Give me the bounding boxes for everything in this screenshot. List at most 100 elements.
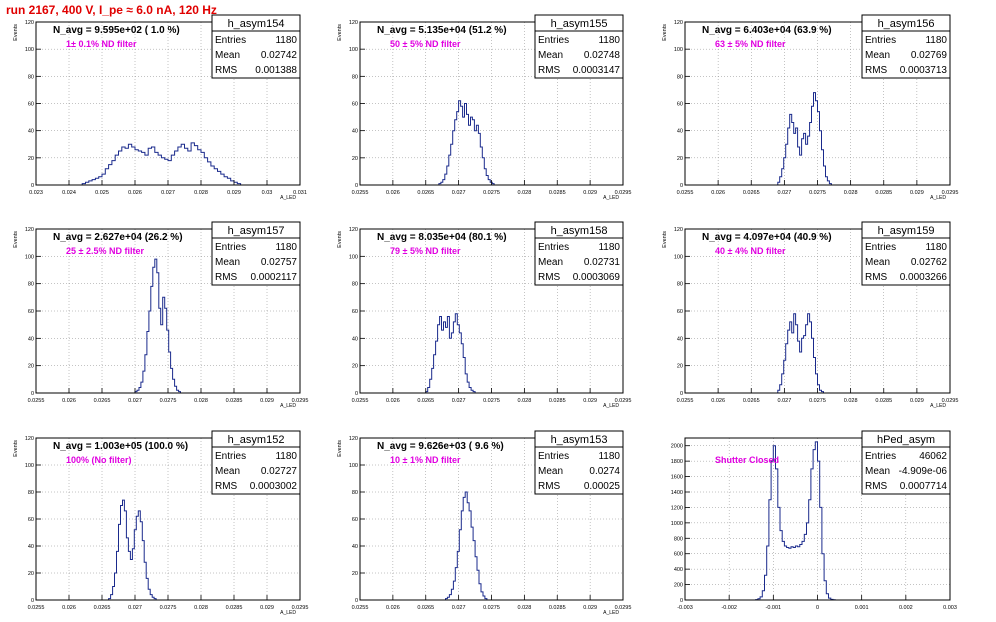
y-tick-label: 2000 — [671, 444, 683, 450]
x-tick-label: 0.027 — [777, 398, 791, 404]
y-tick-label: 60 — [352, 309, 358, 315]
x-tick-label: 0.029 — [260, 398, 274, 404]
filter-annotation: Shutter Closed — [715, 455, 779, 465]
x-tick-label: 0.0295 — [615, 605, 632, 611]
stats-value: 0.0003266 — [900, 272, 948, 283]
x-tick-label: 0.029 — [910, 190, 924, 196]
y-tick-label: 0 — [31, 183, 34, 189]
y-tick-label: 0 — [31, 391, 34, 397]
histogram-h_asym156 — [777, 92, 832, 185]
y-axis-title: Events — [662, 231, 668, 248]
y-tick-label: 80 — [28, 282, 34, 288]
x-tick-label: 0.0285 — [875, 398, 892, 404]
stats-box — [534, 446, 624, 495]
y-tick-label: 100 — [25, 47, 34, 53]
x-tick-label: -0.001 — [766, 605, 782, 611]
histogram-h_asym152 — [108, 499, 157, 600]
y-tick-label: 80 — [28, 74, 34, 80]
stats-value: 1180 — [598, 451, 620, 462]
stats-box-name: h_asym156 — [878, 18, 935, 30]
panel-h_asym156: 0.0255 0.026 0.0265 0.027 0.0275 0.028 0.0285 0… — [662, 14, 958, 201]
x-tick-label: 0.0265 — [94, 398, 111, 404]
panel-title: N_avg = 9.595e+02 ( 1.0 %) — [53, 25, 180, 36]
x-tick-label: 0.028 — [517, 605, 531, 611]
x-tick-label: 0.029 — [583, 605, 597, 611]
y-tick-label: 0 — [31, 598, 34, 604]
x-tick-label: 0.023 — [29, 190, 43, 196]
x-axis-title: A_LED — [280, 195, 296, 201]
x-tick-label: 0.0275 — [483, 605, 500, 611]
stats-label: Entries — [865, 35, 896, 46]
panel-hPed_asym: -0.003 -0.002 -0.001 0 0.001 0.002 0.003 0 200 40… — [671, 430, 957, 611]
y-tick-label: 60 — [352, 102, 358, 108]
panel-title: N_avg = 4.097e+04 (40.9 %) — [702, 232, 832, 243]
x-tick-label: 0.0255 — [28, 398, 45, 404]
stats-box — [534, 30, 624, 79]
panel-h_asym155: 0.0255 0.026 0.0265 0.027 0.0275 0.028 0.0285 0… — [337, 14, 631, 201]
y-tick-label: 40 — [28, 129, 34, 135]
stats-label: Entries — [215, 451, 246, 462]
panel-h_asym159: 0.0255 0.026 0.0265 0.027 0.0275 0.028 0.0285 0… — [662, 221, 958, 409]
x-tick-label: 0.028 — [844, 398, 858, 404]
y-tick-label: 80 — [28, 490, 34, 496]
x-axis-title: A_LED — [603, 610, 619, 616]
y-tick-label: 0 — [680, 183, 683, 189]
stats-label: Mean — [865, 466, 890, 477]
x-tick-label: 0.0275 — [160, 398, 177, 404]
filter-annotation: 40 ± 4% ND filter — [715, 246, 786, 256]
panel-h_asym158: 0.0255 0.026 0.0265 0.027 0.0275 0.028 0.0285 0… — [337, 221, 632, 409]
x-tick-label: 0.0255 — [677, 190, 694, 196]
y-tick-label: 80 — [677, 282, 683, 288]
x-tick-label: 0.026 — [62, 398, 76, 404]
x-tick-label: 0.027 — [128, 605, 142, 611]
y-axis-title: Events — [13, 231, 19, 248]
stats-value: 0.0003713 — [900, 65, 948, 76]
y-tick-label: 1400 — [671, 490, 683, 496]
x-tick-label: 0.028 — [194, 605, 208, 611]
stats-label: RMS — [215, 481, 238, 492]
y-tick-label: 400 — [674, 567, 683, 573]
x-tick-label: 0.0285 — [226, 605, 243, 611]
x-tick-label: 0.0285 — [226, 398, 243, 404]
filter-annotation: 63 ± 5% ND filter — [715, 39, 786, 49]
y-tick-label: 60 — [677, 309, 683, 315]
x-tick-label: 0.027 — [161, 190, 175, 196]
y-tick-label: 600 — [674, 552, 683, 558]
x-tick-label: 0.026 — [62, 605, 76, 611]
stats-value: 0.0002117 — [250, 272, 297, 283]
y-axis-title: Events — [337, 440, 343, 457]
y-tick-label: 100 — [349, 254, 358, 260]
filter-annotation: 25 ± 2.5% ND filter — [66, 246, 144, 256]
y-axis-title: Events — [662, 24, 668, 41]
y-tick-label: 100 — [349, 47, 358, 53]
stats-label: Mean — [215, 257, 240, 268]
y-tick-label: 0 — [680, 598, 683, 604]
stats-label: Entries — [865, 242, 896, 253]
panel-title: N_avg = 2.627e+04 (26.2 %) — [53, 232, 183, 243]
stats-value: 0.02762 — [911, 257, 948, 268]
x-axis-title: A_LED — [603, 195, 619, 201]
y-tick-label: 40 — [28, 336, 34, 342]
stats-label: RMS — [865, 481, 888, 492]
x-axis-title: A_LED — [280, 610, 296, 616]
panel-title: N_avg = 8.035e+04 (80.1 %) — [377, 232, 507, 243]
y-axis-title: Events — [337, 24, 343, 41]
stats-value: 1180 — [598, 35, 620, 46]
x-tick-label: 0.028 — [517, 398, 531, 404]
x-tick-label: 0.0295 — [292, 605, 309, 611]
y-axis-title: Events — [337, 231, 343, 248]
y-tick-label: 40 — [352, 129, 358, 135]
x-tick-label: 0.026 — [711, 190, 725, 196]
stats-box-name: h_asym153 — [551, 434, 608, 446]
y-tick-label: 1000 — [671, 521, 683, 527]
stats-label: RMS — [865, 272, 888, 283]
stats-value: 1180 — [598, 242, 620, 253]
x-tick-label: 0.026 — [386, 605, 400, 611]
stats-label: Entries — [538, 242, 569, 253]
y-tick-label: 100 — [25, 463, 34, 469]
y-tick-label: 20 — [352, 364, 358, 370]
x-tick-label: 0.029 — [227, 190, 241, 196]
stats-value: -4.909e-06 — [899, 466, 948, 477]
x-tick-label: 0.025 — [95, 190, 109, 196]
x-tick-label: 0.0295 — [615, 398, 632, 404]
